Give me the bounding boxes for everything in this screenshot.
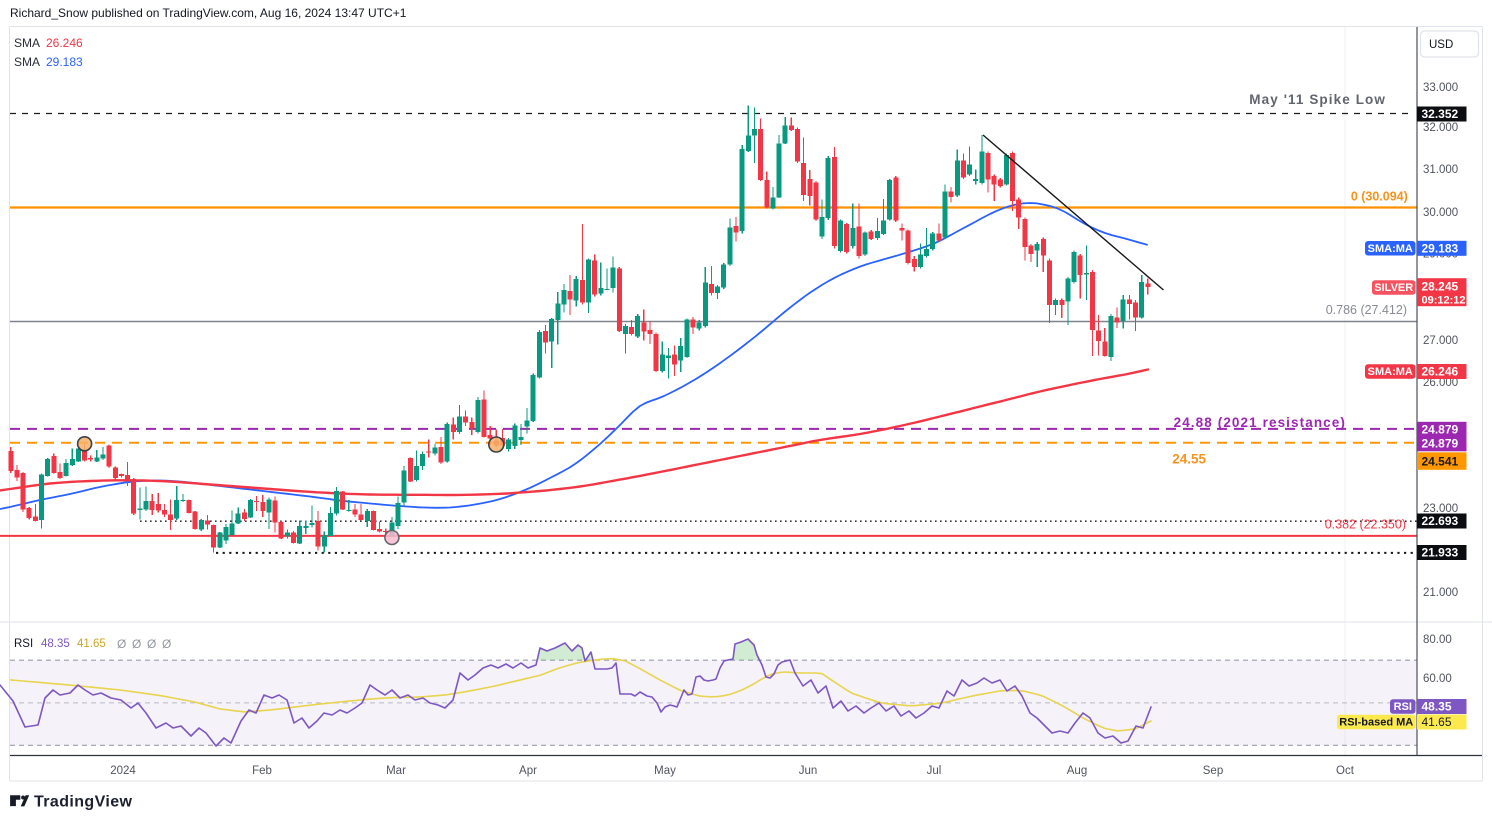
- svg-text:0.786 (27.412): 0.786 (27.412): [1326, 303, 1407, 317]
- svg-text:23.000: 23.000: [1423, 503, 1458, 515]
- svg-text:48.35: 48.35: [1422, 700, 1452, 714]
- svg-text:Oct: Oct: [1336, 765, 1355, 777]
- svg-text:26.000: 26.000: [1423, 377, 1458, 389]
- svg-text:26.246: 26.246: [1422, 365, 1459, 379]
- svg-text:21.933: 21.933: [1422, 546, 1459, 560]
- svg-text:SILVER: SILVER: [1374, 282, 1413, 294]
- svg-text:Jun: Jun: [799, 765, 818, 777]
- svg-text:SMA: SMA: [14, 55, 40, 69]
- svg-text:27.000: 27.000: [1423, 335, 1458, 347]
- svg-text:80.00: 80.00: [1423, 634, 1452, 646]
- svg-text:Ø: Ø: [117, 637, 126, 651]
- svg-text:32.352: 32.352: [1422, 107, 1459, 121]
- svg-text:Sep: Sep: [1203, 765, 1223, 777]
- svg-text:May: May: [654, 765, 676, 777]
- svg-text:41.65: 41.65: [1422, 715, 1452, 729]
- svg-text:29.183: 29.183: [1422, 241, 1459, 255]
- svg-text:24.55: 24.55: [1172, 452, 1206, 467]
- svg-text:09:12:12: 09:12:12: [1422, 295, 1466, 307]
- svg-text:30.000: 30.000: [1423, 207, 1458, 219]
- svg-text:Richard_Snow published on Trad: Richard_Snow published on TradingView.co…: [10, 6, 407, 20]
- svg-text:21.000: 21.000: [1423, 587, 1458, 599]
- svg-text:24.541: 24.541: [1422, 455, 1459, 469]
- svg-text:29.183: 29.183: [46, 55, 83, 69]
- svg-text:22.693: 22.693: [1422, 514, 1459, 528]
- svg-text:41.65: 41.65: [77, 638, 106, 650]
- svg-text:SMA:MA: SMA:MA: [1368, 243, 1413, 255]
- svg-text:Jul: Jul: [927, 765, 942, 777]
- svg-text:SMA: SMA: [14, 36, 40, 50]
- svg-text:TradingView: TradingView: [34, 794, 133, 811]
- svg-text:Aug: Aug: [1067, 765, 1087, 777]
- svg-text:Ø: Ø: [162, 637, 171, 651]
- svg-text:RSI-based MA: RSI-based MA: [1339, 717, 1413, 729]
- svg-text:60.00: 60.00: [1423, 673, 1452, 685]
- svg-text:28.245: 28.245: [1422, 280, 1459, 294]
- svg-text:24.88 (2021 resistance): 24.88 (2021 resistance): [1174, 415, 1346, 430]
- svg-text:0 (30.094): 0 (30.094): [1351, 190, 1408, 204]
- svg-text:May '11 Spike Low: May '11 Spike Low: [1249, 92, 1386, 107]
- svg-text:24.879: 24.879: [1422, 423, 1459, 437]
- svg-text:Ø: Ø: [147, 637, 156, 651]
- svg-text:RSI: RSI: [1394, 701, 1412, 713]
- svg-text:USD: USD: [1429, 39, 1453, 51]
- svg-text:31.000: 31.000: [1423, 164, 1458, 176]
- svg-text:Mar: Mar: [386, 765, 406, 777]
- svg-text:RSI: RSI: [14, 638, 33, 650]
- svg-text:Ø: Ø: [132, 637, 141, 651]
- svg-text:33.000: 33.000: [1423, 82, 1458, 94]
- svg-text:32.000: 32.000: [1423, 122, 1458, 134]
- svg-text:24.879: 24.879: [1422, 437, 1459, 451]
- svg-text:Apr: Apr: [519, 765, 537, 777]
- svg-text:Feb: Feb: [252, 765, 272, 777]
- svg-text:SMA:MA: SMA:MA: [1368, 366, 1413, 378]
- svg-text:48.35: 48.35: [41, 638, 70, 650]
- svg-text:0.382 (22.350): 0.382 (22.350): [1325, 518, 1406, 532]
- svg-text:2024: 2024: [110, 765, 136, 777]
- svg-text:26.246: 26.246: [46, 36, 83, 50]
